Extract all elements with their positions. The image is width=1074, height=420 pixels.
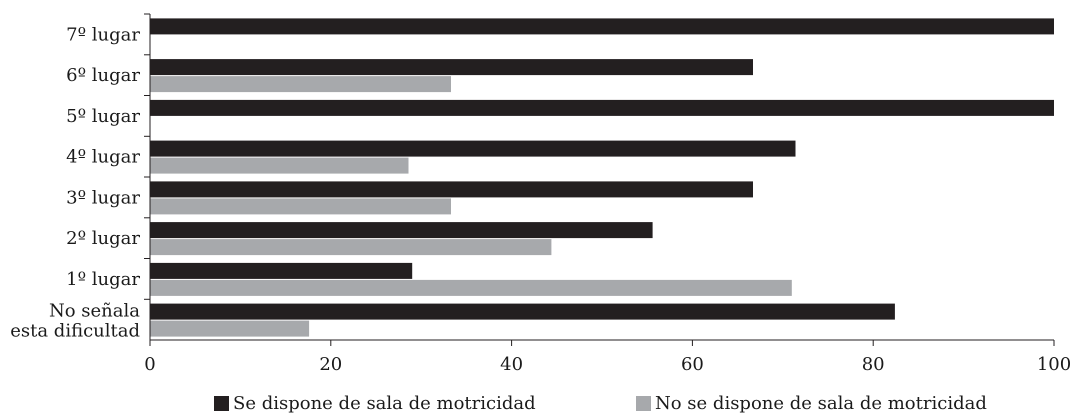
legend-swatch-series-1	[214, 396, 229, 411]
bar-no-se-dispone-7	[150, 320, 310, 337]
category-label-7: No señala esta dificultad	[10, 301, 140, 342]
legend-item-series-1: Se dispone de sala de motricidad	[214, 393, 536, 414]
category-label-5: 2º lugar	[66, 228, 140, 249]
legend-label-series-1: Se dispone de sala de motricidad	[233, 393, 536, 414]
legend-swatch-series-2	[636, 396, 651, 411]
legend: Se dispone de sala de motricidad No se d…	[0, 393, 1074, 417]
legend-label-series-2: No se dispone de sala de motricidad	[655, 393, 987, 414]
bar-se-dispone-7	[150, 303, 895, 320]
bar-se-dispone-4	[150, 181, 753, 198]
category-label-3: 4º lugar	[66, 147, 140, 168]
bar-se-dispone-6	[150, 262, 413, 279]
category-label-1: 6º lugar	[66, 65, 140, 86]
category-label-0: 7º lugar	[66, 24, 140, 45]
bar-no-se-dispone-6	[150, 279, 792, 296]
x-tick-label-2: 40	[500, 354, 523, 375]
x-tick-label-5: 100	[1037, 354, 1071, 375]
x-tick-label-4: 80	[862, 354, 885, 375]
bar-no-se-dispone-5	[150, 239, 552, 256]
bar-se-dispone-1	[150, 59, 753, 76]
bar-se-dispone-5	[150, 222, 653, 239]
category-label-4: 3º lugar	[66, 187, 140, 208]
bar-se-dispone-2	[150, 99, 1054, 116]
bar-no-se-dispone-1	[150, 76, 451, 93]
x-tick-label-0: 0	[144, 354, 155, 375]
x-tick-label-3: 60	[681, 354, 704, 375]
category-label-6: 1º lugar	[66, 269, 140, 290]
axes-group	[144, 13, 1055, 346]
legend-item-series-2: No se dispone de sala de motricidad	[636, 393, 987, 414]
bar-no-se-dispone-4	[150, 198, 451, 215]
x-tick-label-1: 20	[319, 354, 342, 375]
category-labels: 7º lugar 6º lugar 5º lugar 4º lugar 3º lugar…	[10, 24, 140, 341]
x-tick-labels: 0 20 40 60 80 100	[144, 354, 1071, 375]
bar-chart: 7º lugar 6º lugar 5º lugar 4º lugar 3º lugar…	[10, 13, 1071, 375]
bar-se-dispone-0	[150, 18, 1054, 35]
bar-se-dispone-3	[150, 140, 796, 157]
category-label-2: 5º lugar	[66, 106, 140, 127]
bars-group	[150, 18, 1054, 337]
bar-no-se-dispone-3	[150, 157, 409, 174]
